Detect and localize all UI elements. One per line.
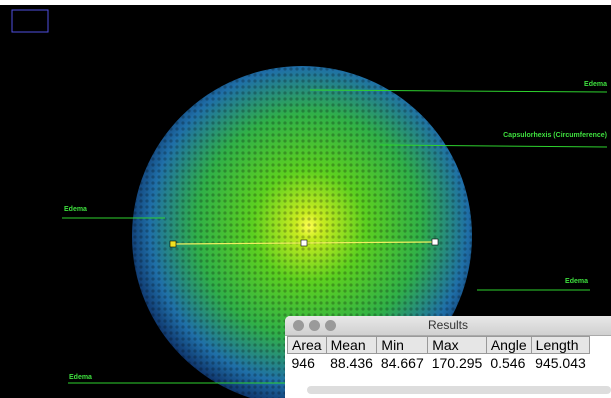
handle[interactable] (301, 240, 307, 246)
top-strip (0, 0, 611, 5)
table-cell: 84.667 (377, 354, 428, 372)
window-title: Results (428, 318, 468, 332)
page: Edema Capsulorhexis (Circumference) Edem… (0, 0, 611, 398)
handle[interactable] (170, 241, 176, 247)
close-button[interactable] (293, 320, 304, 331)
annotation-label: Edema (565, 278, 588, 285)
title-bar: Results (285, 316, 611, 336)
annotation-label: Capsulorhexis (Circumference) (503, 132, 607, 139)
scrollbar[interactable] (307, 386, 611, 394)
column-header: Min (377, 337, 428, 354)
annotation-label: Edema (584, 81, 607, 88)
selection-box (12, 10, 48, 32)
table-cell: 945.043 (531, 354, 590, 372)
column-header: Area (288, 337, 327, 354)
table-cell: 946 (288, 354, 327, 372)
zoom-button[interactable] (325, 320, 336, 331)
table-cell: 0.546 (486, 354, 531, 372)
column-header: Max (428, 337, 487, 354)
minimize-button[interactable] (309, 320, 320, 331)
annotation-label: Edema (69, 374, 92, 381)
column-header: Length (531, 337, 590, 354)
table-cell: 170.295 (428, 354, 487, 372)
column-header: Angle (486, 337, 531, 354)
annotation-label: Edema (64, 206, 87, 213)
handle[interactable] (432, 239, 438, 245)
table-cell: 88.436 (326, 354, 377, 372)
column-header: Mean (326, 337, 377, 354)
